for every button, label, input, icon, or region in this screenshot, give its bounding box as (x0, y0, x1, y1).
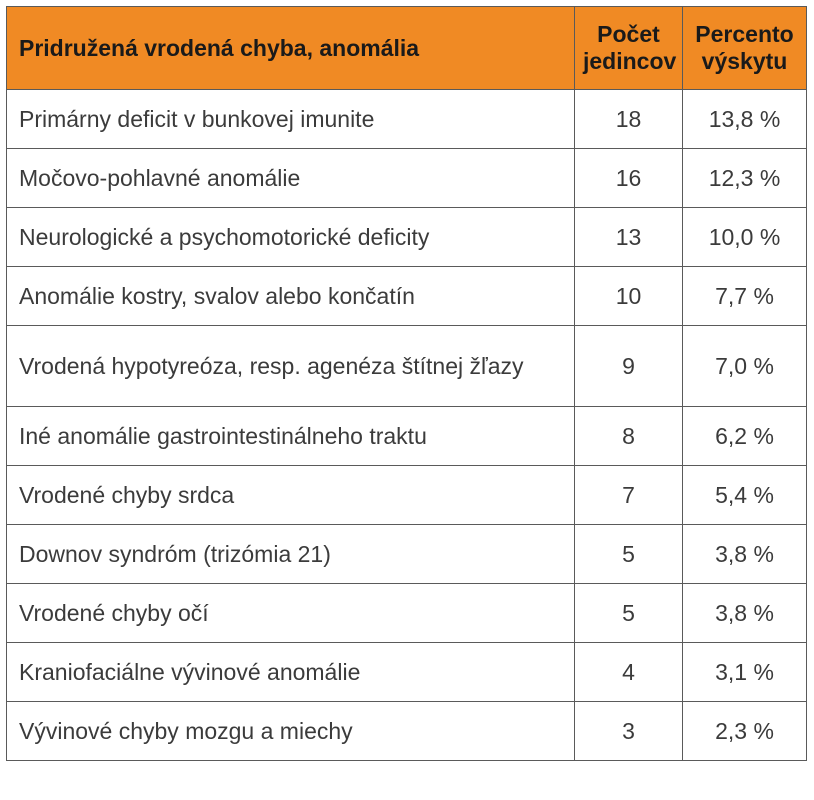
table-row: Vrodená hypotyreóza, resp. agenéza štítn… (6, 325, 807, 407)
cell-percent: 12,3 % (682, 148, 807, 208)
cell-percent: 3,8 % (682, 524, 807, 584)
cell-count: 5 (574, 524, 683, 584)
cell-count: 10 (574, 266, 683, 326)
table-row: Močovo-pohlavné anomálie 16 12,3 % (6, 148, 807, 208)
cell-anomaly: Vývinové chyby mozgu a miechy (6, 701, 575, 761)
cell-anomaly: Downov syndróm (trizómia 21) (6, 524, 575, 584)
cell-anomaly: Močovo-pohlavné anomálie (6, 148, 575, 208)
cell-count: 16 (574, 148, 683, 208)
cell-percent: 7,7 % (682, 266, 807, 326)
cell-percent: 6,2 % (682, 406, 807, 466)
anomaly-table: Pridružená vrodená chyba, anomália Počet… (6, 6, 807, 761)
cell-count: 18 (574, 89, 683, 149)
table-row: Anomálie kostry, svalov alebo končatín 1… (6, 266, 807, 326)
table-row: Primárny deficit v bunkovej imunite 18 1… (6, 89, 807, 149)
table-row: Vrodené chyby srdca 7 5,4 % (6, 465, 807, 525)
table-row: Neurologické a psychomotorické deficity … (6, 207, 807, 267)
cell-count: 4 (574, 642, 683, 702)
cell-count: 5 (574, 583, 683, 643)
cell-count: 7 (574, 465, 683, 525)
cell-percent: 7,0 % (682, 325, 807, 407)
cell-anomaly: Vrodené chyby očí (6, 583, 575, 643)
cell-percent: 3,8 % (682, 583, 807, 643)
anomaly-table-container: Pridružená vrodená chyba, anomália Počet… (6, 6, 807, 761)
cell-count: 3 (574, 701, 683, 761)
cell-anomaly: Neurologické a psychomotorické deficity (6, 207, 575, 267)
cell-anomaly: Vrodené chyby srdca (6, 465, 575, 525)
header-percent: Percento výskytu (682, 6, 807, 90)
table-row: Vrodené chyby očí 5 3,8 % (6, 583, 807, 643)
cell-anomaly: Kraniofaciálne vývinové anomálie (6, 642, 575, 702)
cell-anomaly: Anomálie kostry, svalov alebo končatín (6, 266, 575, 326)
cell-count: 9 (574, 325, 683, 407)
table-row: Vývinové chyby mozgu a miechy 3 2,3 % (6, 701, 807, 761)
header-count: Počet jedincov (574, 6, 683, 90)
cell-count: 13 (574, 207, 683, 267)
cell-anomaly: Primárny deficit v bunkovej imunite (6, 89, 575, 149)
table-row: Iné anomálie gastrointestinálneho traktu… (6, 406, 807, 466)
cell-percent: 2,3 % (682, 701, 807, 761)
cell-anomaly: Iné anomálie gastrointestinálneho traktu (6, 406, 575, 466)
cell-percent: 10,0 % (682, 207, 807, 267)
table-row: Kraniofaciálne vývinové anomálie 4 3,1 % (6, 642, 807, 702)
header-anomaly: Pridružená vrodená chyba, anomália (6, 6, 575, 90)
cell-count: 8 (574, 406, 683, 466)
table-header-row: Pridružená vrodená chyba, anomália Počet… (6, 6, 807, 90)
cell-percent: 13,8 % (682, 89, 807, 149)
table-row: Downov syndróm (trizómia 21) 5 3,8 % (6, 524, 807, 584)
cell-percent: 3,1 % (682, 642, 807, 702)
cell-anomaly: Vrodená hypotyreóza, resp. agenéza štítn… (6, 325, 575, 407)
cell-percent: 5,4 % (682, 465, 807, 525)
